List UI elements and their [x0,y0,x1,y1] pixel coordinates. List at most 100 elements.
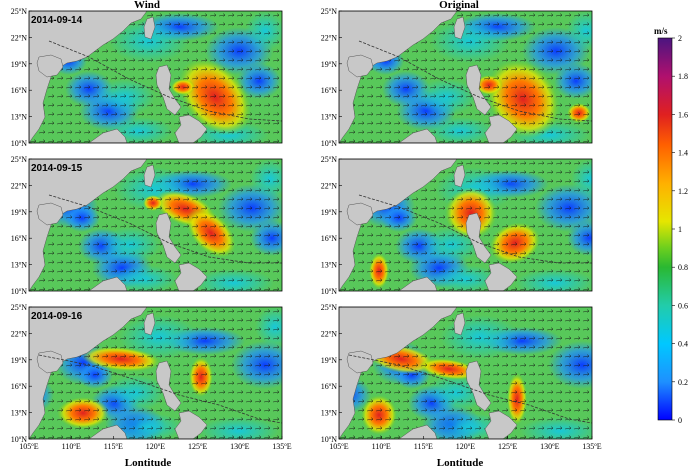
lat-tick-label: 10oN [321,287,338,296]
land-mass [339,307,458,439]
lat-tick-label: 16oN [321,234,338,243]
colorbar [657,37,673,421]
lat-tick-label: 10oN [11,287,28,296]
colorbar-tick-label: 2 [678,34,682,43]
lat-tick-label: 10oN [321,435,338,444]
land-mass [143,164,156,188]
land-mass [155,360,182,412]
lon-tick-label: 125oE [188,442,208,451]
lat-tick-label: 10oN [11,435,28,444]
typhoon-track [348,354,592,424]
lat-tick-label: 10oN [321,139,338,148]
lat-tick-label: 13oN [11,261,28,270]
land-mass [465,212,492,264]
lat-tick-label: 22oN [321,33,338,42]
lon-tick-label: 105oE [19,442,39,451]
land-mass [29,307,148,439]
lat-tick-label: 13oN [321,409,338,418]
lat-tick-label: 10oN [11,139,28,148]
land-mass [174,262,208,291]
colorbar-tick-label: 0.8 [678,263,688,272]
lat-tick-label: 19oN [11,356,28,365]
lat-tick-label: 22oN [321,329,338,338]
lat-tick-label: 16oN [11,382,28,391]
land-mass [484,410,518,439]
panel-frame [338,10,593,144]
lat-tick-label: 22oN [11,33,28,42]
lon-tick-label: 110oE [372,442,391,451]
land-mass [339,11,458,143]
lon-tick-label: 105oE [329,442,349,451]
land-mass [36,54,64,78]
map-panel-wind-2014-09-14: 2014-09-14 [28,10,283,144]
lat-tick-label: 16oN [321,382,338,391]
lat-tick-label: 25oN [11,155,28,164]
land-mass [398,276,438,291]
colorbar-tick-label: 0.4 [678,340,688,349]
lon-tick-label: 115oE [104,442,123,451]
land-mass [155,64,182,116]
lon-tick-label: 115oE [414,442,433,451]
typhoon-track [38,354,282,424]
land-mass [143,312,156,336]
land-mass [339,159,458,291]
typhoon-track [48,40,282,122]
lat-tick-label: 25oN [321,303,338,312]
land-mass [143,16,156,40]
colorbar-unit: m/s [654,26,668,36]
land-mass [453,164,466,188]
land-mass [484,114,518,143]
lat-tick-label: 25oN [11,7,28,16]
panel-frame [28,158,283,292]
lon-tick-label: 135oE [582,442,602,451]
lon-tick-label: 120oE [146,442,166,451]
colorbar-tick-label: 1 [678,225,682,234]
panel-date-label: 2014-09-14 [31,15,83,26]
lat-tick-label: 13oN [321,113,338,122]
land-mass [36,202,64,226]
lat-tick-label: 19oN [321,356,338,365]
lat-tick-label: 22oN [11,329,28,338]
land-mass [346,350,374,374]
lat-tick-label: 13oN [11,113,28,122]
land-mass [174,410,208,439]
x-axis-label-left: Lontitude [124,457,172,469]
lat-tick-label: 13oN [11,409,28,418]
map-panel-wind-2014-09-16: 2014-09-16 [28,306,283,440]
lon-tick-label: 110oE [62,442,81,451]
colorbar-tick-label: 0 [678,416,682,425]
land-mass [155,212,182,264]
lat-tick-label: 19oN [11,60,28,69]
lat-tick-label: 25oN [321,7,338,16]
lat-tick-label: 22oN [11,181,28,190]
land-mass [88,276,128,291]
panel-date-label: 2014-09-15 [31,163,83,174]
panel-frame [338,158,593,292]
column-title-original: Original [439,0,479,11]
lon-tick-label: 120oE [456,442,476,451]
land-mass [398,424,438,439]
colorbar-tick-label: 1.8 [678,72,688,81]
colorbar-tick-label: 1.6 [678,110,688,119]
colorbar-tick-label: 0.2 [678,378,688,387]
x-axis-label-right: Lontitude [436,457,484,469]
map-panel-wind-2014-09-15: 2014-09-15 [28,158,283,292]
land-mass [484,262,518,291]
land-mass [398,128,438,143]
panel-frame [28,10,283,144]
panel-date-label: 2014-09-16 [31,311,83,322]
lat-tick-label: 19oN [11,208,28,217]
lat-tick-label: 13oN [321,261,338,270]
land-mass [465,360,492,412]
colorbar-tick-label: 1.4 [678,149,688,158]
map-panel-original-2014-09-15 [338,158,593,292]
lat-tick-label: 16oN [11,86,28,95]
land-mass [453,16,466,40]
land-mass [29,11,148,143]
column-title-wind: Wind [133,0,161,11]
land-mass [346,54,374,78]
typhoon-track [358,40,592,122]
colorbar-tick-label: 1.2 [678,187,688,196]
colorbar-tick-label: 0.6 [678,301,688,310]
